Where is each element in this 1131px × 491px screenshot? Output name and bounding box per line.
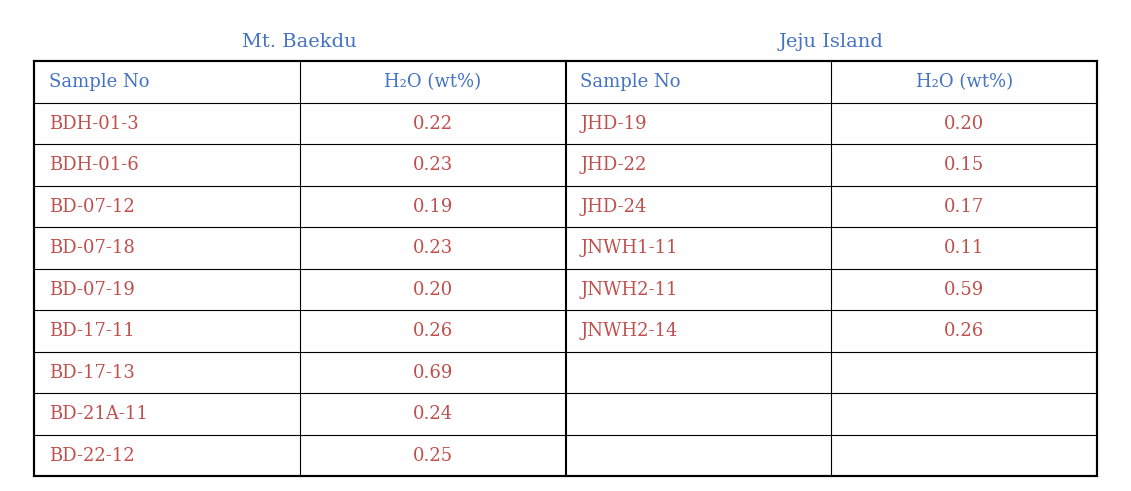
Text: BD-07-19: BD-07-19 xyxy=(49,280,135,299)
Text: BDH-01-3: BDH-01-3 xyxy=(49,114,138,133)
Text: Sample No: Sample No xyxy=(580,73,681,91)
Text: 0.15: 0.15 xyxy=(944,156,984,174)
Text: 0.11: 0.11 xyxy=(944,239,984,257)
Text: 0.24: 0.24 xyxy=(413,405,452,423)
Text: 0.17: 0.17 xyxy=(944,197,984,216)
Text: BD-22-12: BD-22-12 xyxy=(49,446,135,464)
Text: 0.26: 0.26 xyxy=(944,322,984,340)
Text: 0.26: 0.26 xyxy=(413,322,452,340)
Text: JHD-22: JHD-22 xyxy=(580,156,647,174)
Text: JNWH1-11: JNWH1-11 xyxy=(580,239,677,257)
Text: JHD-19: JHD-19 xyxy=(580,114,647,133)
Text: 0.19: 0.19 xyxy=(413,197,452,216)
Text: 0.59: 0.59 xyxy=(944,280,984,299)
Text: JNWH2-14: JNWH2-14 xyxy=(580,322,677,340)
Text: 0.23: 0.23 xyxy=(413,156,452,174)
Text: 0.25: 0.25 xyxy=(413,446,452,464)
Text: BD-21A-11: BD-21A-11 xyxy=(49,405,147,423)
Text: 0.22: 0.22 xyxy=(413,114,452,133)
Text: 0.23: 0.23 xyxy=(413,239,452,257)
Text: Mt. Baekdu: Mt. Baekdu xyxy=(242,33,357,51)
Text: Jeju Island: Jeju Island xyxy=(779,33,883,51)
Text: JHD-24: JHD-24 xyxy=(580,197,647,216)
Text: H₂O (wt%): H₂O (wt%) xyxy=(385,73,481,91)
Bar xyxy=(34,61,1097,476)
Text: BD-07-12: BD-07-12 xyxy=(49,197,135,216)
Text: 0.20: 0.20 xyxy=(413,280,452,299)
Text: H₂O (wt%): H₂O (wt%) xyxy=(916,73,1012,91)
Text: BDH-01-6: BDH-01-6 xyxy=(49,156,138,174)
Text: 0.69: 0.69 xyxy=(413,363,452,382)
Text: 0.20: 0.20 xyxy=(944,114,984,133)
Text: BD-17-11: BD-17-11 xyxy=(49,322,135,340)
Text: Sample No: Sample No xyxy=(49,73,149,91)
Text: BD-17-13: BD-17-13 xyxy=(49,363,135,382)
Text: JNWH2-11: JNWH2-11 xyxy=(580,280,677,299)
Text: BD-07-18: BD-07-18 xyxy=(49,239,135,257)
